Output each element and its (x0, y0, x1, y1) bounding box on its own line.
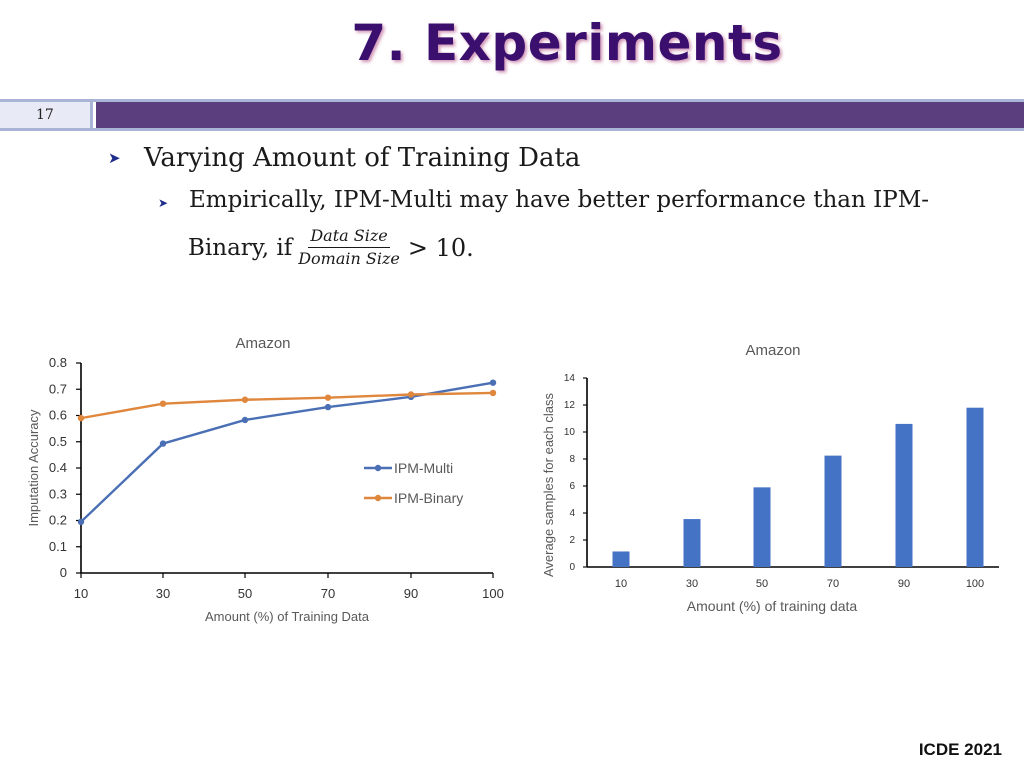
line-chart-y-tick-label: 0.4 (49, 460, 67, 475)
header-band-bottom-line (0, 128, 1024, 131)
line-chart-x-tick-label: 100 (482, 586, 504, 601)
bar-chart-y-tick-label: 4 (569, 508, 575, 519)
line-chart-point (241, 416, 249, 424)
bar-chart-title: Amazon (745, 342, 800, 359)
line-chart-point (489, 389, 497, 397)
legend-swatch-point (374, 494, 382, 502)
slide-number: 17 (0, 102, 93, 128)
line-chart-point (324, 403, 332, 411)
bar-chart-y-tick-label: 10 (564, 427, 576, 438)
bar-chart-bar (895, 423, 913, 567)
line-chart-point (324, 394, 332, 401)
bar-chart-bar (683, 519, 701, 567)
bullet-sub: ➤ Empirically, IPM-Multi may have better … (158, 187, 978, 213)
legend-entry: IPM-Binary (394, 490, 463, 506)
line-chart-point (489, 379, 497, 386)
legend-swatch-point (374, 464, 382, 472)
bar-chart-x-tick-label: 70 (827, 578, 839, 590)
arrowhead-right-icon: ➤ (158, 196, 169, 210)
bullet-main: ➤ Varying Amount of Training Data (108, 143, 580, 173)
bar-chart-bar (966, 407, 984, 567)
bar-chart-bar (753, 487, 771, 567)
line-chart-y-tick-label: 0 (60, 565, 67, 580)
line-chart-title: Amazon (235, 335, 290, 352)
line-chart-point (77, 518, 85, 526)
line-chart-series-ipm-binary (80, 391, 494, 420)
bullet-sub-line1: Empirically, IPM-Multi may have better p… (189, 187, 930, 213)
line-chart: Amazon 0 0.1 0.2 0.3 0.4 0.5 0.6 0.7 0.8 10 30 50 70 9… (20, 328, 520, 637)
bar-chart-bar (612, 551, 630, 567)
bar-chart-bar (824, 455, 842, 567)
bar-chart-y-tick-label: 6 (569, 481, 575, 492)
line-chart-x-tick-label: 30 (156, 586, 170, 601)
line-chart-svg: Amazon 0 0.1 0.2 0.3 0.4 0.5 0.6 0.7 0.8 10 30 50 70 9… (26, 335, 504, 624)
bar-chart-x-tick-label: 50 (756, 578, 768, 590)
bar-chart-x-tick-label: 90 (898, 578, 910, 590)
line-chart-point (159, 440, 167, 447)
bullet-sub-line2: Binary, if Data Size Domain Size > 10. (188, 226, 474, 269)
line-chart-y-tick-label: 0.8 (49, 355, 67, 370)
line-chart-x-tick-label: 90 (404, 586, 418, 601)
footer-conference: ICDE 2021 (918, 740, 1002, 759)
bar-chart-y-label: Average samples for each class (541, 392, 556, 577)
line-chart-y-tick-label: 0.1 (49, 539, 67, 554)
chevron-right-icon: ➤ (108, 149, 121, 167)
bar-chart-x-tick-label: 30 (686, 578, 698, 590)
line-chart-point (241, 396, 249, 403)
header-band-top-line (0, 99, 1024, 102)
bar-chart-y-tick-label: 14 (564, 373, 576, 384)
line-chart-x-tick-label: 10 (74, 586, 88, 601)
line-chart-point (407, 391, 415, 398)
fraction: Data Size Domain Size (296, 226, 402, 269)
line-chart-y-tick-label: 0.2 (49, 513, 67, 528)
bullet-sub-prefix: Binary, if (188, 234, 293, 261)
line-chart-y-label: Imputation Accuracy (26, 409, 41, 527)
line-chart-x-tick-label: 50 (238, 586, 252, 601)
bar-chart-y-tick-label: 12 (564, 400, 576, 411)
fraction-denominator: Domain Size (298, 249, 400, 268)
fraction-numerator: Data Size (308, 226, 390, 248)
bar-chart-y-tick-label: 2 (569, 535, 575, 546)
line-chart-x-label: Amount (%) of Training Data (205, 609, 370, 624)
bar-chart-y-tick-label: 0 (569, 562, 575, 573)
line-chart-y-tick-label: 0.6 (49, 408, 67, 423)
bar-chart-y-tick-label: 8 (569, 454, 575, 465)
line-chart-y-tick-label: 0.3 (49, 486, 67, 501)
bar-chart-x-tick-label: 100 (966, 578, 984, 590)
bar-chart: Amazon 0 2 4 6 8 10 12 14 10 30 50 70 90 100 Amount (%)… (535, 335, 1005, 629)
line-chart-point (77, 414, 85, 422)
bullet-main-text: Varying Amount of Training Data (144, 143, 581, 173)
header-band (96, 102, 1024, 128)
line-chart-point (159, 400, 167, 407)
line-chart-y-tick-label: 0.5 (49, 434, 67, 449)
bar-chart-x-label: Amount (%) of training data (687, 598, 858, 614)
fraction-suffix: > 10. (407, 233, 474, 262)
line-chart-x-tick-label: 70 (321, 586, 335, 601)
bar-chart-x-tick-label: 10 (615, 578, 627, 590)
line-chart-y-tick-label: 0.7 (49, 381, 67, 396)
bar-chart-svg: Amazon 0 2 4 6 8 10 12 14 10 30 50 70 90 100 Amount (%)… (541, 342, 999, 614)
legend-entry: IPM-Multi (394, 460, 453, 476)
slide-title: 7. Experiments (351, 14, 783, 72)
